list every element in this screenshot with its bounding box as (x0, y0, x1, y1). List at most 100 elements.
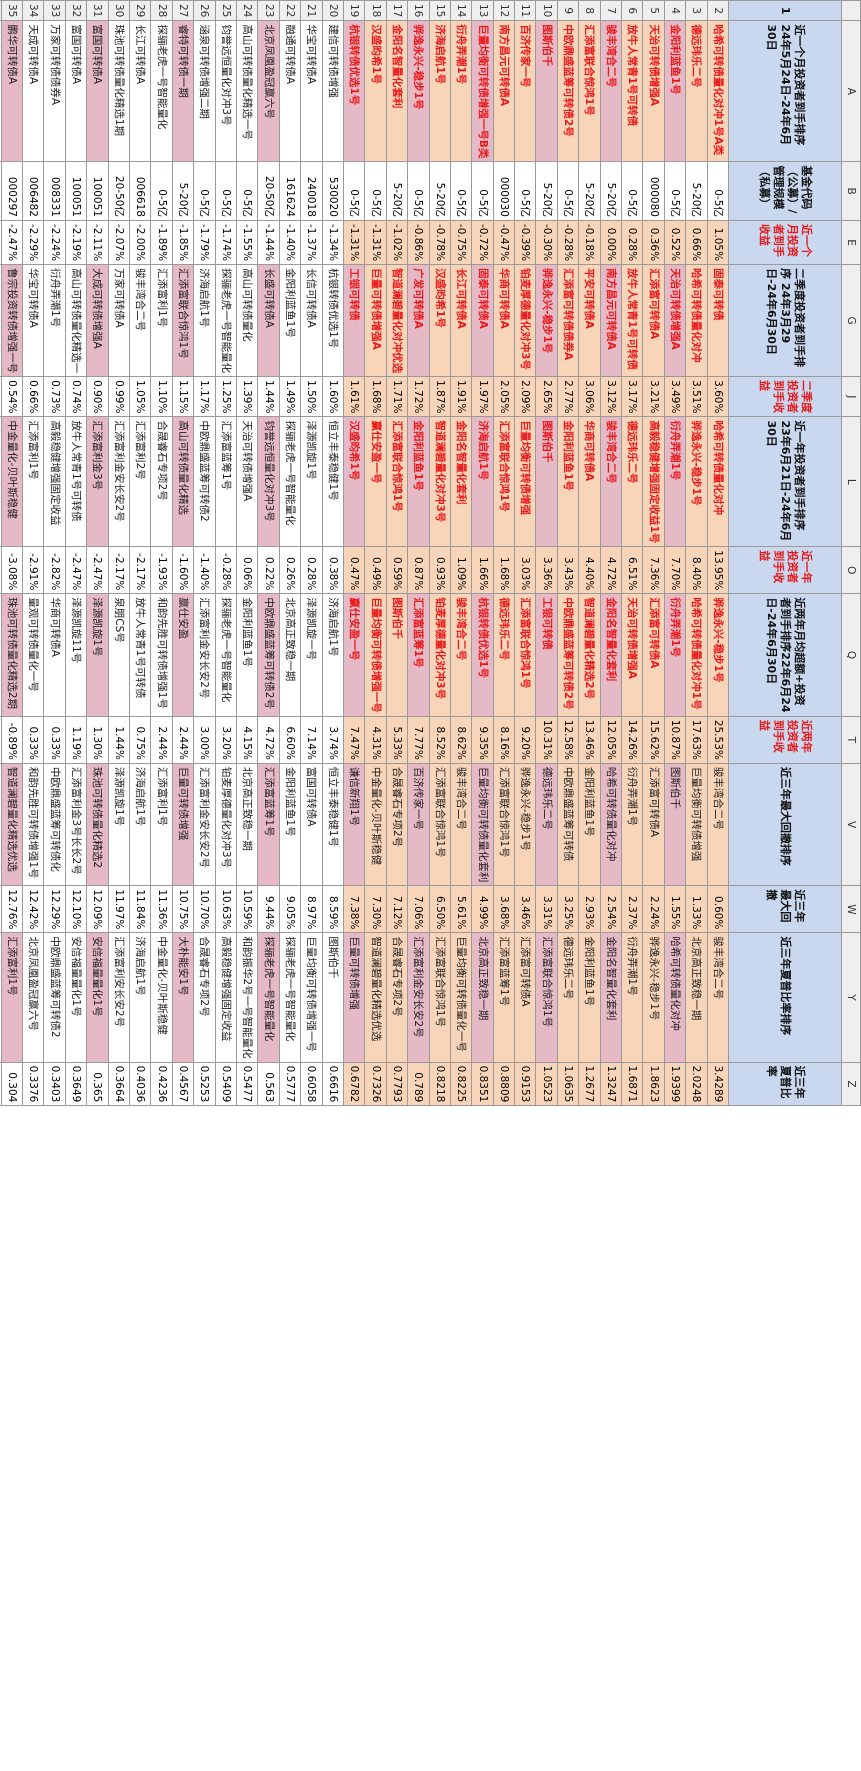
cell-L[interactable]: 中金量化-贝叶斯稳健 (1, 416, 23, 547)
cell-V[interactable]: 汇添富联合惊鸿1号 (493, 763, 515, 886)
cell-B[interactable]: 000030 (493, 161, 515, 221)
cell-Z[interactable]: 0.4236 (150, 1062, 173, 1106)
cell-L[interactable]: 钧誉远恒量化对冲3号 (257, 416, 280, 547)
cell-T[interactable]: 4.72% (257, 716, 280, 764)
cell-L[interactable]: 华商可转债A (578, 416, 601, 547)
cell-T[interactable]: 0.75% (129, 716, 151, 764)
cell-A[interactable]: 富国可转债A (65, 20, 87, 162)
cell-T[interactable]: 12.58% (557, 716, 579, 764)
cell-Y[interactable]: 汇添富联合惊鸿1号 (429, 932, 451, 1063)
cell-Y[interactable]: 探骊老虎一号智能量化 (257, 932, 280, 1063)
cell-Y[interactable]: 大朴能安1号 (172, 932, 194, 1063)
cell-T[interactable]: 2.44% (172, 716, 194, 764)
cell-B[interactable]: 0-5亿 (364, 161, 387, 221)
corner-cell[interactable] (841, 0, 861, 21)
cell-T[interactable]: 3.74% (322, 716, 344, 764)
cell-G[interactable]: 大成可转债增强A (86, 264, 109, 377)
cell-E[interactable]: -0.47% (493, 220, 515, 265)
cell-E[interactable]: -2.47% (1, 220, 23, 265)
cell-A[interactable]: 长江可转债A (129, 20, 151, 162)
cell-O[interactable]: 0.59% (386, 546, 408, 594)
cell-O[interactable]: 13.95% (707, 546, 729, 594)
cell-L[interactable]: 德远玮乐二号 (621, 416, 643, 547)
cell-V[interactable]: 中欧鼎盛蓝筹可转债化 (44, 763, 66, 886)
header-J[interactable]: 二季度投资者到手收益 (728, 376, 842, 417)
cell-G[interactable]: 探骊老虎一号智能量化 (215, 264, 237, 377)
cell-V[interactable]: 智道澜碧量化精选优选 (1, 763, 23, 886)
cell-A[interactable]: 钧誉远恒量化对冲3号 (215, 20, 237, 162)
cell-A[interactable]: 百济传家一号 (514, 20, 536, 162)
cell-L[interactable]: 衍舟弄潮1号 (664, 416, 686, 547)
row-number[interactable]: 4 (664, 0, 686, 21)
cell-A[interactable]: 万家可转债债券A (44, 20, 66, 162)
cell-Q[interactable]: 珠池可转债量化精选2期 (1, 593, 23, 717)
column-letter-V[interactable]: V (841, 763, 861, 886)
cell-Z[interactable]: 0.5777 (279, 1062, 301, 1106)
cell-E[interactable]: -0.72% (471, 220, 494, 265)
cell-Z[interactable]: 1.0523 (535, 1062, 558, 1106)
cell-W[interactable]: 0.60% (707, 885, 729, 933)
cell-W[interactable]: 7.38% (343, 885, 365, 933)
cell-L[interactable]: 汉盛昀希1号 (343, 416, 365, 547)
cell-Z[interactable]: 0.8218 (429, 1062, 451, 1106)
cell-B[interactable]: 000080 (642, 161, 665, 221)
cell-Q[interactable]: 北京高正致稳一期 (279, 593, 301, 717)
cell-L[interactable]: 汇添富联合惊鸿1号 (493, 416, 515, 547)
cell-T[interactable]: 10.31% (535, 716, 558, 764)
cell-Z[interactable]: 1.0635 (557, 1062, 579, 1106)
cell-B[interactable]: 5-20亿 (535, 161, 558, 221)
cell-T[interactable]: 5.33% (386, 716, 408, 764)
cell-B[interactable]: 008331 (44, 161, 66, 221)
cell-B[interactable]: 5-20亿 (685, 161, 708, 221)
cell-E[interactable]: 0.52% (664, 220, 686, 265)
cell-V[interactable]: 衍舟弄潮1号 (621, 763, 643, 886)
cell-L[interactable]: 合晟睿石专项2号 (150, 416, 173, 547)
cell-Z[interactable]: 0.4036 (129, 1062, 151, 1106)
cell-W[interactable]: 7.30% (364, 885, 387, 933)
cell-T[interactable]: 14.26% (621, 716, 643, 764)
cell-W[interactable]: 9.05% (279, 885, 301, 933)
cell-V[interactable]: 图斯伯千 (664, 763, 686, 886)
cell-J[interactable]: 2.77% (557, 376, 579, 417)
cell-B[interactable]: 0-5亿 (450, 161, 472, 221)
cell-V[interactable]: 铂麦厚德量化对冲3号 (215, 763, 237, 886)
cell-J[interactable]: 0.54% (1, 376, 23, 417)
row-number[interactable]: 2 (707, 0, 729, 21)
cell-V[interactable]: 骏丰湾合二号 (450, 763, 472, 886)
cell-B[interactable]: 20-50亿 (108, 161, 130, 221)
cell-O[interactable]: 3.43% (557, 546, 579, 594)
cell-Q[interactable]: 骅逸永兴-稳步1号 (707, 593, 729, 717)
cell-G[interactable]: 智道澜碧量化对冲优选 (386, 264, 408, 377)
cell-A[interactable]: 涵泉可转债增强二期 (193, 20, 216, 162)
cell-T[interactable]: 13.46% (578, 716, 601, 764)
cell-B[interactable]: 0-5亿 (557, 161, 579, 221)
cell-Q[interactable]: 华商可转债A (44, 593, 66, 717)
cell-A[interactable]: 图斯伯千 (535, 20, 558, 162)
row-number[interactable]: 20 (322, 0, 344, 21)
cell-W[interactable]: 12.09% (86, 885, 109, 933)
cell-O[interactable]: -2.17% (129, 546, 151, 594)
cell-A[interactable]: 放牛人常青1号可转债 (621, 20, 643, 162)
cell-W[interactable]: 7.12% (386, 885, 408, 933)
cell-W[interactable]: 10.70% (193, 885, 216, 933)
cell-V[interactable]: 巨量可转债增强 (172, 763, 194, 886)
cell-L[interactable]: 中欧鼎盛蓝筹可转债2 (193, 416, 216, 547)
cell-Y[interactable]: 北京高正致稳一期 (685, 932, 708, 1063)
cell-A[interactable]: 骏丰湾合二号 (600, 20, 622, 162)
cell-Y[interactable]: 衍舟弄潮1号 (621, 932, 643, 1063)
cell-W[interactable]: 8.59% (322, 885, 344, 933)
cell-O[interactable]: -1.60% (172, 546, 194, 594)
cell-E[interactable]: 0.28% (621, 220, 643, 265)
cell-Z[interactable]: 0.6782 (343, 1062, 365, 1106)
cell-W[interactable]: 12.29% (44, 885, 66, 933)
cell-A[interactable]: 金阳名智量化套利 (386, 20, 408, 162)
cell-E[interactable]: -1.31% (364, 220, 387, 265)
cell-Z[interactable]: 0.8225 (450, 1062, 472, 1106)
cell-Y[interactable]: 探骊老虎一号智能量化 (279, 932, 301, 1063)
cell-V[interactable]: 哈希可转债量化对冲 (600, 763, 622, 886)
cell-Z[interactable]: 0.789 (407, 1062, 430, 1106)
cell-B[interactable]: 0-5亿 (215, 161, 237, 221)
row-number[interactable]: 3 (685, 0, 708, 21)
cell-G[interactable]: 长江可转债A (450, 264, 472, 377)
cell-W[interactable]: 6.50% (429, 885, 451, 933)
